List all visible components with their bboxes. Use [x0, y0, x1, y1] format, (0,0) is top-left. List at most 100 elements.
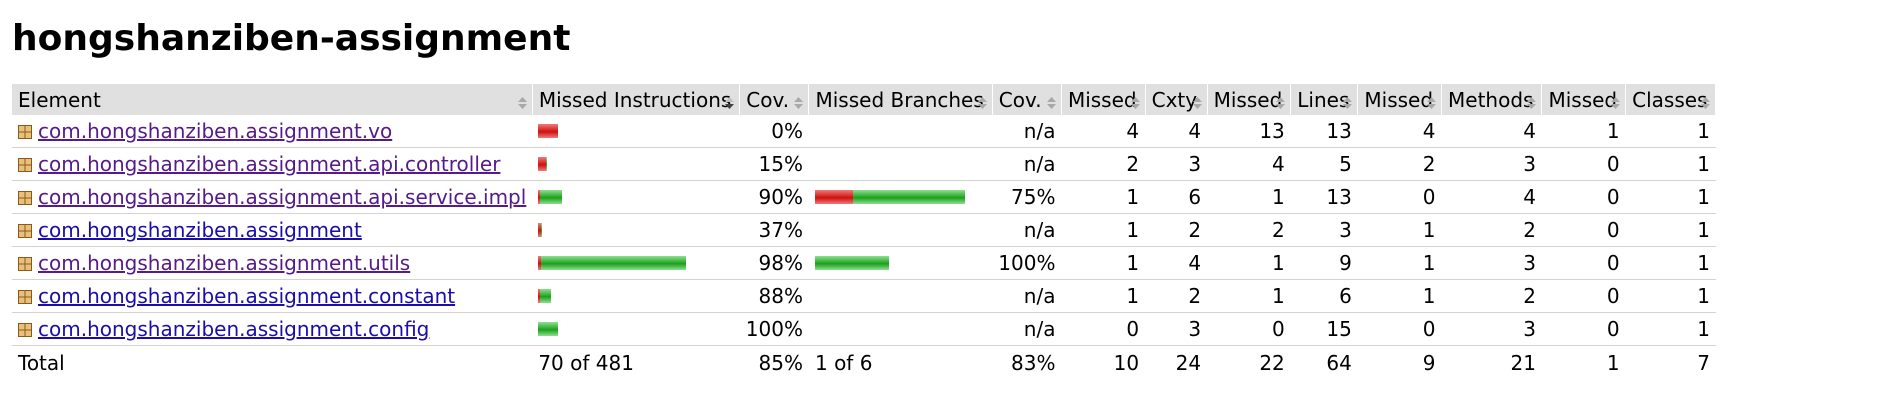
header-missed-cxty[interactable]: Missed — [1061, 84, 1146, 115]
package-link[interactable]: com.hongshanziben.assignment.config — [38, 317, 430, 341]
methods: 4 — [1441, 115, 1542, 148]
missed-cxty: 1 — [1061, 213, 1146, 247]
classes: 1 — [1625, 147, 1716, 181]
classes: 1 — [1625, 180, 1716, 214]
header-missed-methods-label: Missed — [1364, 87, 1434, 112]
header-lines[interactable]: Lines — [1290, 84, 1359, 115]
sort-both-icon — [1046, 92, 1057, 109]
missed-bar-segment — [538, 289, 541, 303]
header-cov-branches[interactable]: Cov. — [992, 84, 1062, 115]
missed-bar-segment — [538, 223, 542, 237]
branches-bar — [814, 256, 986, 270]
total-label: Total — [18, 350, 65, 375]
package-link[interactable]: com.hongshanziben.assignment.constant — [38, 284, 456, 308]
header-classes[interactable]: Classes — [1625, 84, 1717, 115]
instructions-bar-cell — [532, 115, 740, 148]
missed-classes: 0 — [1541, 147, 1626, 181]
total-missed-classes: 1 — [1606, 350, 1620, 375]
missed-classes: 1 — [1541, 115, 1626, 148]
instructions-bar-cell — [532, 147, 740, 181]
total-cxty: 24 — [1175, 350, 1202, 375]
missed-lines: 13 — [1207, 115, 1291, 148]
package-icon — [18, 219, 32, 238]
table-row: com.hongshanziben.assignment.api.control… — [12, 147, 1716, 181]
instructions-coverage: 100% — [739, 312, 809, 346]
package-link[interactable]: com.hongshanziben.assignment.vo — [38, 119, 393, 143]
classes: 1 — [1625, 279, 1716, 313]
cxty: 2 — [1145, 213, 1208, 247]
table-row: com.hongshanziben.assignment.config 100% n… — [12, 312, 1716, 346]
header-missed-classes[interactable]: Missed — [1541, 84, 1627, 115]
header-element-label: Element — [18, 87, 101, 112]
missed-methods: 1 — [1357, 246, 1442, 280]
covered-bar-segment — [852, 190, 965, 204]
package-link[interactable]: com.hongshanziben.assignment — [38, 218, 362, 242]
total-classes: 7 — [1697, 350, 1710, 375]
header-missed-classes-label: Missed — [1548, 87, 1618, 112]
header-methods[interactable]: Methods — [1441, 84, 1543, 115]
sort-both-icon — [1426, 92, 1437, 109]
header-lines-label: Lines — [1297, 87, 1350, 112]
header-missed-branches-label: Missed Branches — [815, 87, 984, 112]
instructions-coverage: 37% — [739, 213, 809, 247]
header-methods-label: Methods — [1448, 87, 1534, 112]
missed-cxty: 2 — [1061, 147, 1146, 181]
header-cov-instructions[interactable]: Cov. — [739, 84, 810, 115]
missed-lines: 2 — [1207, 213, 1291, 247]
missed-classes: 0 — [1541, 246, 1626, 280]
header-missed-instructions[interactable]: Missed Instructions — [532, 84, 741, 115]
element-cell: com.hongshanziben.assignment.api.service… — [12, 180, 533, 214]
header-missed-lines[interactable]: Missed — [1207, 84, 1292, 115]
lines: 13 — [1290, 180, 1358, 214]
missed-methods: 4 — [1357, 115, 1442, 148]
lines: 15 — [1290, 312, 1358, 346]
methods: 3 — [1441, 147, 1542, 181]
covered-bar-segment — [540, 289, 552, 303]
header-missed-methods[interactable]: Missed — [1357, 84, 1443, 115]
header-classes-label: Classes — [1632, 87, 1708, 112]
package-icon — [18, 252, 32, 271]
methods: 2 — [1441, 213, 1542, 247]
branches-coverage: n/a — [992, 115, 1062, 148]
branches-coverage: 100% — [992, 246, 1062, 280]
covered-bar-segment — [814, 256, 889, 270]
branches-bar-cell — [808, 180, 993, 214]
element-cell: com.hongshanziben.assignment.constant — [12, 279, 533, 313]
header-missed-lines-label: Missed — [1213, 87, 1283, 112]
branches-coverage: n/a — [992, 312, 1062, 346]
classes: 1 — [1625, 213, 1716, 247]
instructions-coverage: 0% — [739, 115, 809, 148]
missed-methods: 1 — [1357, 213, 1442, 247]
sort-both-icon — [1700, 92, 1711, 109]
package-icon — [18, 120, 32, 139]
header-element[interactable]: Element — [12, 84, 533, 115]
missed-methods: 1 — [1357, 279, 1442, 313]
instructions-coverage: 90% — [739, 180, 809, 214]
branches-coverage: n/a — [992, 147, 1062, 181]
methods: 4 — [1441, 180, 1542, 214]
sort-descending-icon — [724, 92, 735, 109]
sort-both-icon — [1192, 92, 1203, 109]
instructions-bar — [538, 157, 733, 171]
package-icon — [18, 153, 32, 172]
instructions-bar-cell — [532, 213, 740, 247]
package-link[interactable]: com.hongshanziben.assignment.api.control… — [38, 152, 501, 176]
total-missed-methods: 9 — [1422, 350, 1436, 375]
total-branches: 1 of 6 — [814, 350, 873, 375]
package-link[interactable]: com.hongshanziben.assignment.utils — [38, 251, 411, 275]
cxty: 3 — [1145, 312, 1208, 346]
header-missed-instructions-label: Missed Instructions — [538, 87, 732, 112]
branches-bar-cell — [808, 279, 993, 313]
header-missed-branches[interactable]: Missed Branches — [808, 84, 993, 115]
methods: 3 — [1441, 312, 1542, 346]
element-cell: com.hongshanziben.assignment.vo — [12, 115, 533, 148]
table-row: com.hongshanziben.assignment 37% n/a 1 2 2 3 1 2… — [12, 213, 1716, 247]
branches-bar-cell — [808, 312, 993, 346]
instructions-coverage: 15% — [739, 147, 809, 181]
missed-lines: 0 — [1207, 312, 1291, 346]
package-link[interactable]: com.hongshanziben.assignment.api.service… — [38, 185, 527, 209]
table-row: com.hongshanziben.assignment.api.service… — [12, 180, 1716, 214]
header-cxty[interactable]: Cxty — [1145, 84, 1208, 115]
covered-bar-segment — [541, 256, 687, 270]
